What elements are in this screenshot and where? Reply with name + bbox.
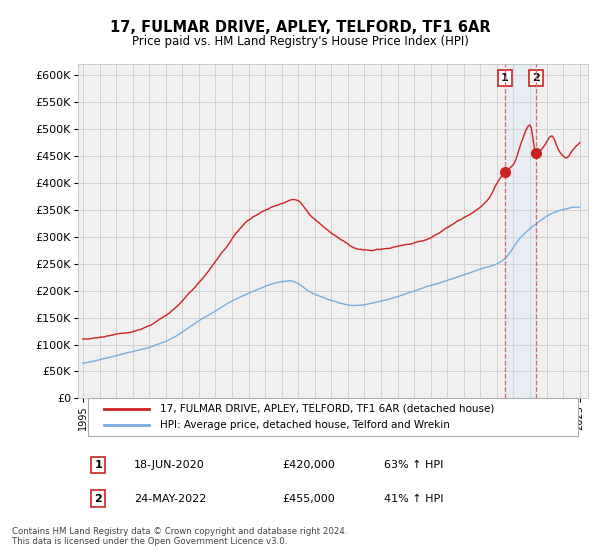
Text: £420,000: £420,000 bbox=[282, 460, 335, 470]
Text: Contains HM Land Registry data © Crown copyright and database right 2024.
This d: Contains HM Land Registry data © Crown c… bbox=[12, 526, 347, 546]
Text: 1: 1 bbox=[500, 73, 508, 83]
Text: £455,000: £455,000 bbox=[282, 493, 335, 503]
Text: 63% ↑ HPI: 63% ↑ HPI bbox=[384, 460, 443, 470]
Text: Price paid vs. HM Land Registry's House Price Index (HPI): Price paid vs. HM Land Registry's House … bbox=[131, 35, 469, 48]
Text: 41% ↑ HPI: 41% ↑ HPI bbox=[384, 493, 443, 503]
Text: 18-JUN-2020: 18-JUN-2020 bbox=[134, 460, 205, 470]
Text: HPI: Average price, detached house, Telford and Wrekin: HPI: Average price, detached house, Telf… bbox=[160, 421, 449, 430]
Text: 17, FULMAR DRIVE, APLEY, TELFORD, TF1 6AR (detached house): 17, FULMAR DRIVE, APLEY, TELFORD, TF1 6A… bbox=[160, 404, 494, 414]
Bar bbox=[505, 64, 536, 398]
Text: 2: 2 bbox=[532, 73, 540, 83]
Text: 1: 1 bbox=[95, 460, 102, 470]
Text: 2: 2 bbox=[95, 493, 102, 503]
Text: 24-MAY-2022: 24-MAY-2022 bbox=[134, 493, 206, 503]
Text: 17, FULMAR DRIVE, APLEY, TELFORD, TF1 6AR: 17, FULMAR DRIVE, APLEY, TELFORD, TF1 6A… bbox=[110, 20, 490, 35]
